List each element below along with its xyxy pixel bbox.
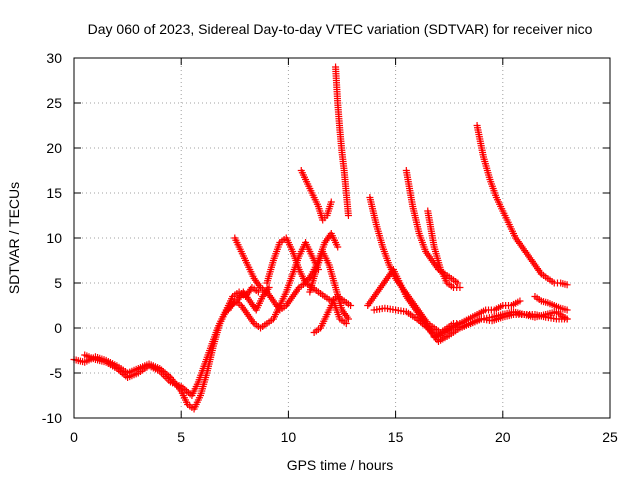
data-point (254, 288, 262, 296)
data-point (347, 302, 355, 309)
x-tick-label: 15 (388, 429, 404, 445)
data-point (265, 284, 273, 291)
data-point (563, 315, 571, 323)
data-point (454, 279, 462, 287)
y-tick-label: 10 (46, 230, 62, 246)
series-track-s (456, 308, 571, 332)
y-tick-label: 30 (46, 50, 62, 66)
y-tick-label: 0 (54, 320, 62, 336)
data-point (344, 315, 352, 323)
y-tick-label: 20 (46, 140, 62, 156)
series-track-r (531, 293, 571, 314)
data-point (516, 297, 524, 305)
x-tick-label: 20 (495, 429, 511, 445)
data-point (563, 281, 571, 289)
y-tick-label: 25 (46, 95, 62, 111)
axis-ticks: 0 5 10 15 20 25 -10 -5 0 5 10 15 20 25 30 (42, 50, 618, 445)
grid-lines (74, 58, 610, 418)
series-track-q (537, 270, 571, 289)
x-tick-label: 5 (177, 429, 185, 445)
y-tick-label: 15 (46, 185, 62, 201)
data-points (70, 63, 571, 413)
series-track-i (332, 63, 352, 219)
y-tick-label: -10 (42, 410, 62, 426)
series-track-e (263, 234, 355, 309)
series-track-f (297, 167, 335, 224)
data-point (334, 243, 342, 251)
series-track-b (81, 284, 273, 399)
y-axis-label: SDTVAR / TECUs (6, 182, 22, 294)
y-tick-label: -5 (50, 365, 63, 381)
data-point (563, 306, 571, 314)
series-track-h (310, 297, 350, 336)
data-point (159, 371, 167, 379)
x-tick-label: 25 (602, 429, 618, 445)
data-point (327, 198, 335, 206)
chart-title: Day 060 of 2023, Sidereal Day-to-day VTE… (88, 21, 593, 37)
y-tick-label: 5 (54, 275, 62, 291)
x-axis-label: GPS time / hours (287, 457, 394, 473)
series-track-d (224, 239, 322, 332)
data-point (456, 284, 464, 291)
x-tick-label: 0 (70, 429, 78, 445)
data-point (344, 212, 352, 219)
series-track-k (364, 266, 455, 341)
series-track-p (473, 122, 545, 278)
series-track-o (430, 297, 524, 341)
data-point (342, 320, 350, 327)
series-track-n (424, 207, 464, 291)
x-tick-label: 10 (281, 429, 297, 445)
series-track-m (402, 167, 462, 287)
